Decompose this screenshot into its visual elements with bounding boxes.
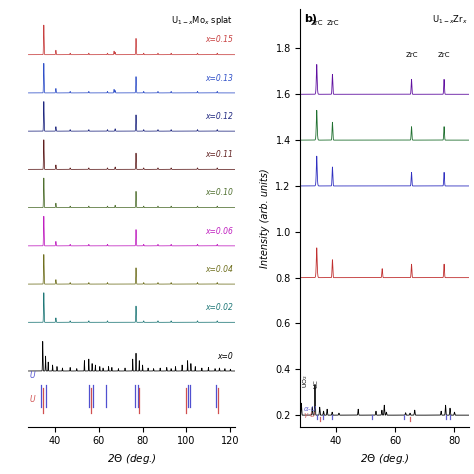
Text: U$_{1-x}$Mo$_x$ splat: U$_{1-x}$Mo$_x$ splat: [171, 14, 233, 27]
Text: x=0.15: x=0.15: [205, 36, 233, 45]
Text: UO$_2$: UO$_2$: [301, 374, 310, 388]
Text: $\gamma$-U: $\gamma$-U: [303, 410, 317, 420]
Text: ZrC: ZrC: [405, 52, 418, 58]
Text: x=0.10: x=0.10: [205, 188, 233, 197]
Text: b): b): [304, 14, 317, 24]
Text: ZrC: ZrC: [326, 19, 339, 26]
Text: U: U: [30, 371, 36, 380]
X-axis label: 2$\Theta$ (deg.): 2$\Theta$ (deg.): [360, 452, 410, 466]
Text: U$_{1-x}$Zr$_x$: U$_{1-x}$Zr$_x$: [432, 14, 467, 26]
Text: U: U: [30, 395, 36, 404]
Text: ZrC: ZrC: [310, 19, 323, 26]
Text: x=0.04: x=0.04: [205, 265, 233, 274]
Y-axis label: Intensity (arb. units): Intensity (arb. units): [260, 168, 270, 268]
X-axis label: 2$\Theta$ (deg.): 2$\Theta$ (deg.): [107, 452, 156, 466]
Text: x=0.02: x=0.02: [205, 303, 233, 312]
Text: UC: UC: [313, 379, 319, 388]
Text: ZrC: ZrC: [438, 52, 450, 58]
Text: x=0.13: x=0.13: [205, 73, 233, 82]
Text: x=0.06: x=0.06: [205, 227, 233, 236]
Text: x=0.12: x=0.12: [205, 112, 233, 121]
Text: $\alpha$-U: $\alpha$-U: [303, 404, 318, 413]
Text: x=0.11: x=0.11: [205, 150, 233, 159]
Text: x=0: x=0: [217, 352, 233, 361]
